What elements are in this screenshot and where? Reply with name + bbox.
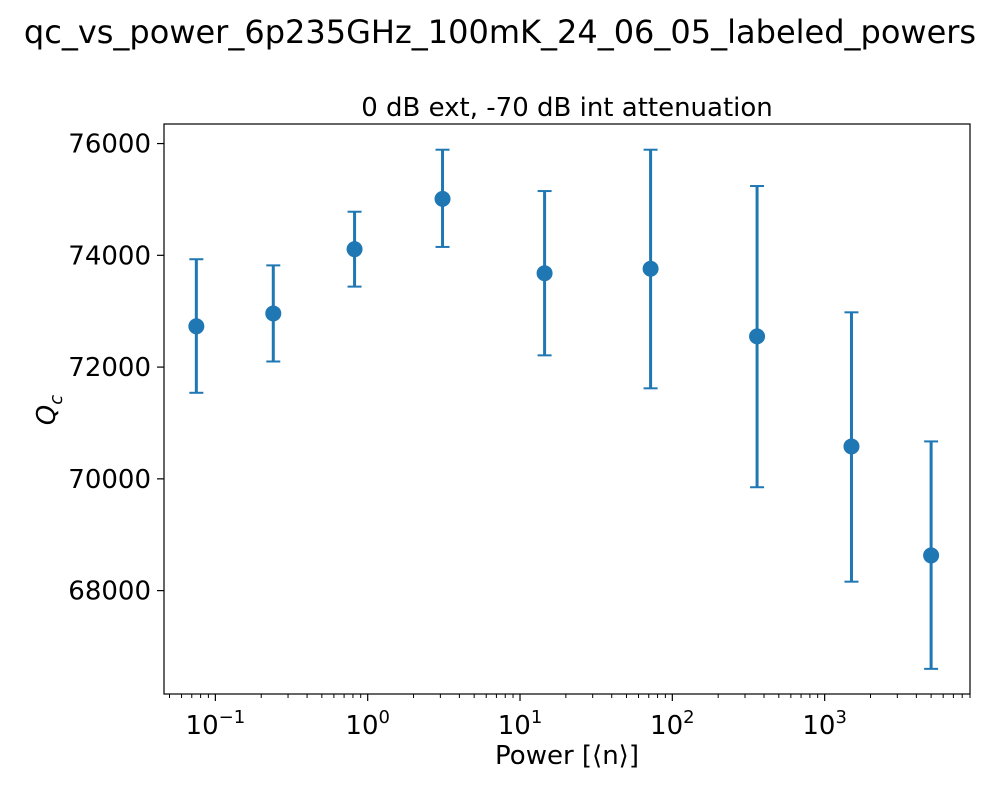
data-point — [265, 305, 282, 322]
x-tick-label: 100 — [345, 707, 390, 741]
x-tick-label: 103 — [802, 707, 847, 741]
data-point — [923, 547, 940, 564]
plot-subtitle: 0 dB ext, -70 dB int attenuation — [361, 93, 773, 123]
x-tick-label-base: 10 — [345, 711, 378, 741]
data-point — [536, 265, 553, 282]
x-tick-label-base: 10 — [498, 711, 531, 741]
figure-title: qc_vs_power_6p235GHz_100mK_24_06_05_labe… — [24, 13, 976, 51]
x-axis-label: Power [⟨n⟩] — [495, 741, 639, 771]
x-tick-label: 10−1 — [186, 707, 246, 741]
data-point — [188, 318, 205, 335]
data-point — [843, 438, 860, 455]
x-tick-label-exponent: 1 — [531, 707, 542, 728]
data-point — [642, 260, 659, 277]
x-tick-label-exponent: 0 — [379, 707, 390, 728]
plot-frame — [163, 123, 971, 695]
y-tick-label: 76000 — [68, 130, 151, 160]
y-axis-label-symbol: Q — [32, 405, 62, 425]
y-tick-label: 68000 — [68, 577, 151, 607]
data-point — [434, 190, 451, 207]
x-tick-label-base: 10 — [802, 711, 835, 741]
x-tick-label-exponent: 3 — [835, 707, 846, 728]
y-axis-label-subscript: c — [46, 395, 67, 405]
data-point — [749, 328, 766, 345]
x-tick-label-base: 10 — [186, 711, 219, 741]
y-tick-label: 70000 — [68, 465, 151, 495]
x-tick-label: 102 — [650, 707, 695, 741]
x-tick-label-exponent: 2 — [683, 707, 694, 728]
x-tick-label-base: 10 — [650, 711, 683, 741]
y-axis-label: Qc — [32, 395, 67, 425]
x-tick-label: 101 — [498, 707, 543, 741]
y-tick-label: 72000 — [68, 353, 151, 383]
x-tick-label-exponent: −1 — [219, 707, 246, 728]
data-point — [346, 241, 363, 258]
svg-text:Qc: Qc — [32, 395, 67, 425]
y-tick-label: 74000 — [68, 241, 151, 271]
